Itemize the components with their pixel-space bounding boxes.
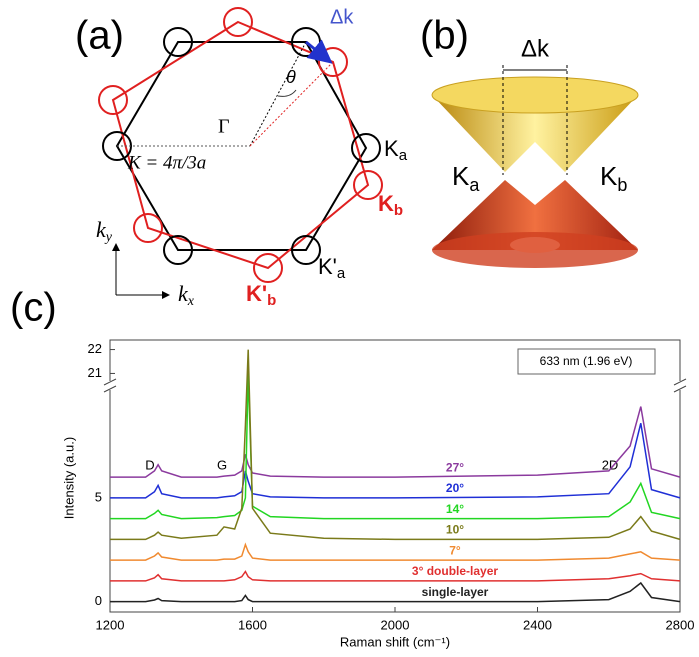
axis-break: [103, 378, 687, 393]
y-tick-label: 22: [88, 341, 102, 356]
plot-frame: [109, 339, 681, 613]
k-main: K': [246, 281, 267, 306]
k-main: K: [384, 136, 399, 161]
k-label: Kb: [600, 161, 627, 195]
delta-k: Δk: [330, 6, 354, 28]
construction-lines: [112, 39, 334, 299]
gamma: Γ: [218, 116, 230, 138]
k-main: k: [178, 281, 189, 306]
y-tick-label: 21: [88, 365, 102, 380]
hexagons: [98, 7, 383, 283]
x-axis-label: Raman shift (cm⁻¹): [340, 634, 450, 649]
k-sub: a: [399, 147, 408, 164]
k-sub: b: [267, 292, 276, 309]
panel-label: (c): [10, 286, 57, 330]
spectrum: [110, 373, 681, 520]
k-main: K: [600, 161, 618, 191]
delta-k: Δk: [521, 35, 550, 62]
x-tick-label: 2000: [381, 617, 410, 632]
x-tick-label: 1600: [238, 617, 267, 632]
k-label: K'b: [246, 281, 276, 309]
peak-label: G: [217, 457, 227, 472]
panel-label: (b): [420, 14, 469, 58]
axis-k: ky: [96, 217, 113, 245]
series-label: 14°: [446, 502, 464, 516]
y-tick-label: 0: [95, 593, 102, 608]
k-formula: K = 4π/3a: [127, 152, 206, 173]
legend-text: 633 nm (1.96 eV): [540, 354, 633, 368]
axis-k: kx: [178, 281, 195, 309]
panel-label: (a): [75, 14, 124, 58]
series-label: 27°: [446, 460, 464, 474]
legend-box: [517, 348, 656, 375]
k-label: Kb: [378, 191, 403, 219]
k-label: Ka: [384, 136, 408, 164]
spectrum: [110, 542, 681, 561]
peak-label: 2D: [602, 457, 619, 472]
k-main: K: [452, 161, 470, 191]
spectrum: [110, 570, 681, 582]
k-sub: y: [104, 230, 113, 245]
x-tick-label: 1200: [96, 617, 125, 632]
spectrum: [110, 349, 681, 541]
k-label: Ka: [452, 161, 480, 195]
k-main: K': [318, 254, 337, 279]
x-tick-label: 2800: [666, 617, 695, 632]
k-sub: a: [469, 175, 480, 195]
peak-label: D: [145, 457, 154, 472]
spectrum: [110, 423, 681, 499]
y-tick-label: 5: [95, 489, 102, 504]
theta: θ: [286, 67, 296, 87]
y-axis-label: Intensity (a.u.): [61, 437, 76, 519]
series-label: single-layer: [422, 585, 489, 599]
dirac-cones: [431, 65, 639, 268]
k-sub: b: [394, 202, 403, 219]
spectrum: [110, 406, 681, 478]
series-label: 10°: [446, 523, 464, 537]
series-label: 20°: [446, 481, 464, 495]
k-label: K'a: [318, 254, 346, 282]
k-main: K: [378, 191, 394, 216]
series-label: 7°: [449, 543, 461, 557]
series-label: 3° double-layer: [412, 564, 498, 578]
k-main: k: [96, 217, 107, 242]
k-sub: a: [337, 265, 346, 282]
k-sub: x: [187, 294, 195, 309]
spectrum: [110, 581, 681, 603]
x-tick-label: 2400: [523, 617, 552, 632]
k-sub: b: [617, 175, 627, 195]
